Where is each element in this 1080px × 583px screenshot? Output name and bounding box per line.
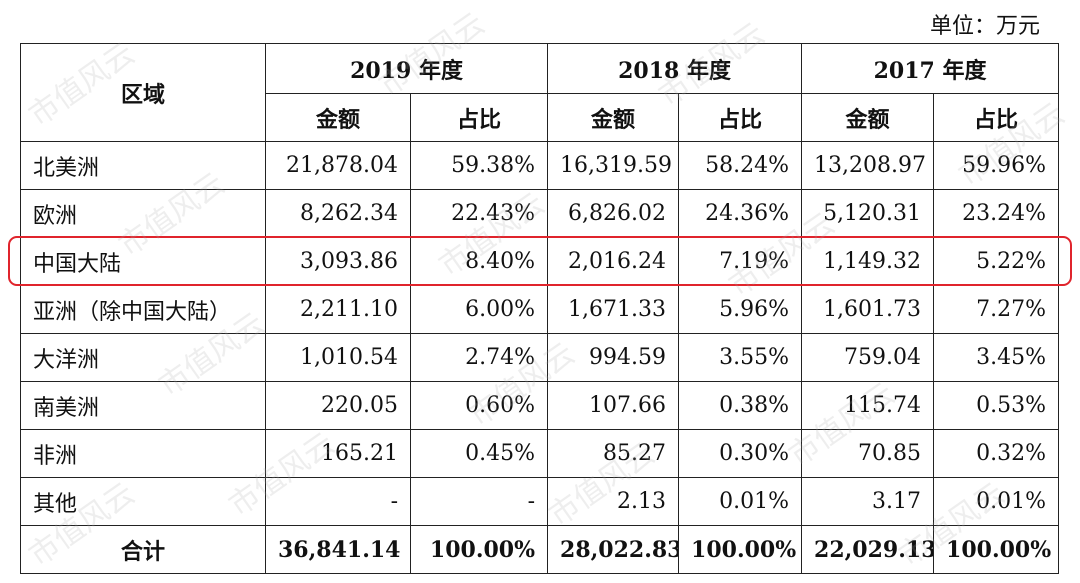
header-year-2019: 2019 年度 bbox=[264, 43, 549, 94]
cell-amount-2018: 2.13 bbox=[547, 477, 680, 526]
header-amount: 金额 bbox=[801, 93, 935, 142]
cell-amount-2017: 13,208.97 bbox=[801, 141, 935, 190]
cell-amount-2018: 85.27 bbox=[547, 429, 680, 478]
table-row: 南美洲 220.05 0.60% 107.66 0.38% 115.74 0.5… bbox=[20, 381, 1060, 430]
cell-share-2017: 23.24% bbox=[933, 189, 1060, 238]
cell-share-2019: - bbox=[409, 477, 549, 526]
row-region: 南美洲 bbox=[20, 381, 266, 430]
cell-amount-2017: 3.17 bbox=[801, 477, 935, 526]
table-row: 欧洲 8,262.34 22.43% 6,826.02 24.36% 5,120… bbox=[20, 189, 1060, 238]
cell-amount-2017: 1,601.73 bbox=[801, 285, 935, 334]
cell-amount-2018: 994.59 bbox=[547, 333, 680, 382]
cell-share-2019: 0.60% bbox=[409, 381, 549, 430]
table-row-highlighted: 中国大陆 3,093.86 8.40% 2,016.24 7.19% 1,149… bbox=[20, 237, 1060, 286]
row-region: 亚洲（除中国大陆） bbox=[20, 285, 266, 334]
cell-share-2018: 0.38% bbox=[678, 381, 803, 430]
table-row: 亚洲（除中国大陆） 2,211.10 6.00% 1,671.33 5.96% … bbox=[20, 285, 1060, 334]
row-region: 其他 bbox=[20, 477, 266, 526]
table-row: 其他 - - 2.13 0.01% 3.17 0.01% bbox=[20, 477, 1060, 526]
cell-share-2019: 6.00% bbox=[409, 285, 549, 334]
cell-amount-2019: 8,262.34 bbox=[265, 189, 411, 238]
total-amount-2018: 28,022.83 bbox=[547, 525, 680, 574]
cell-share-2018: 7.19% bbox=[678, 237, 803, 286]
cell-amount-2018: 6,826.02 bbox=[547, 189, 680, 238]
cell-amount-2019: 21,878.04 bbox=[265, 141, 411, 190]
cell-share-2018: 3.55% bbox=[678, 333, 803, 382]
cell-amount-2019: 3,093.86 bbox=[265, 237, 411, 286]
header-year-2018: 2018 年度 bbox=[547, 43, 803, 94]
cell-share-2017: 7.27% bbox=[933, 285, 1060, 334]
cell-amount-2018: 107.66 bbox=[547, 381, 680, 430]
cell-share-2019: 8.40% bbox=[409, 237, 549, 286]
row-region: 非洲 bbox=[20, 429, 266, 478]
cell-amount-2019: 165.21 bbox=[265, 429, 411, 478]
cell-share-2019: 0.45% bbox=[409, 429, 549, 478]
cell-amount-2019: 1,010.54 bbox=[265, 333, 411, 382]
header-amount: 金额 bbox=[265, 93, 411, 142]
header-region: 区域 bbox=[20, 43, 266, 142]
header-year-2017: 2017 年度 bbox=[801, 43, 1060, 94]
total-amount-2017: 22,029.13 bbox=[801, 525, 935, 574]
row-region: 中国大陆 bbox=[20, 237, 266, 286]
cell-share-2017: 5.22% bbox=[933, 237, 1060, 286]
table-row: 大洋洲 1,010.54 2.74% 994.59 3.55% 759.04 3… bbox=[20, 333, 1060, 382]
cell-share-2018: 24.36% bbox=[678, 189, 803, 238]
cell-amount-2018: 1,671.33 bbox=[547, 285, 680, 334]
cell-share-2019: 2.74% bbox=[409, 333, 549, 382]
total-share-2019: 100.00% bbox=[409, 525, 549, 574]
cell-share-2017: 0.53% bbox=[933, 381, 1060, 430]
cell-amount-2017: 5,120.31 bbox=[801, 189, 935, 238]
cell-share-2019: 59.38% bbox=[409, 141, 549, 190]
cell-share-2018: 0.01% bbox=[678, 477, 803, 526]
cell-share-2018: 0.30% bbox=[678, 429, 803, 478]
table-row: 北美洲 21,878.04 59.38% 16,319.59 58.24% 13… bbox=[20, 141, 1060, 190]
row-region: 大洋洲 bbox=[20, 333, 266, 382]
cell-share-2017: 0.32% bbox=[933, 429, 1060, 478]
row-region: 北美洲 bbox=[20, 141, 266, 190]
regional-revenue-table: 区域 2019 年度 2018 年度 2017 年度 金额 占比 金额 占比 金… bbox=[20, 43, 1060, 574]
cell-amount-2019: 220.05 bbox=[265, 381, 411, 430]
row-region: 欧洲 bbox=[20, 189, 266, 238]
total-amount-2019: 36,841.14 bbox=[265, 525, 411, 574]
cell-share-2017: 3.45% bbox=[933, 333, 1060, 382]
total-row: 合计 36,841.14 100.00% 28,022.83 100.00% 2… bbox=[20, 525, 1060, 574]
total-share-2017: 100.00% bbox=[933, 525, 1060, 574]
cell-share-2017: 59.96% bbox=[933, 141, 1060, 190]
cell-share-2018: 58.24% bbox=[678, 141, 803, 190]
cell-amount-2018: 16,319.59 bbox=[547, 141, 680, 190]
table-row: 非洲 165.21 0.45% 85.27 0.30% 70.85 0.32% bbox=[20, 429, 1060, 478]
header-share: 占比 bbox=[933, 93, 1060, 142]
cell-amount-2019: - bbox=[265, 477, 411, 526]
cell-amount-2017: 759.04 bbox=[801, 333, 935, 382]
total-label: 合计 bbox=[20, 525, 266, 574]
cell-amount-2018: 2,016.24 bbox=[547, 237, 680, 286]
cell-amount-2017: 1,149.32 bbox=[801, 237, 935, 286]
unit-label: 单位：万元 bbox=[929, 14, 1040, 39]
header-share: 占比 bbox=[678, 93, 803, 142]
cell-amount-2017: 70.85 bbox=[801, 429, 935, 478]
cell-share-2017: 0.01% bbox=[933, 477, 1060, 526]
cell-share-2018: 5.96% bbox=[678, 285, 803, 334]
cell-share-2019: 22.43% bbox=[409, 189, 549, 238]
cell-amount-2019: 2,211.10 bbox=[265, 285, 411, 334]
total-share-2018: 100.00% bbox=[678, 525, 803, 574]
header-amount: 金额 bbox=[547, 93, 680, 142]
cell-amount-2017: 115.74 bbox=[801, 381, 935, 430]
header-share: 占比 bbox=[409, 93, 549, 142]
